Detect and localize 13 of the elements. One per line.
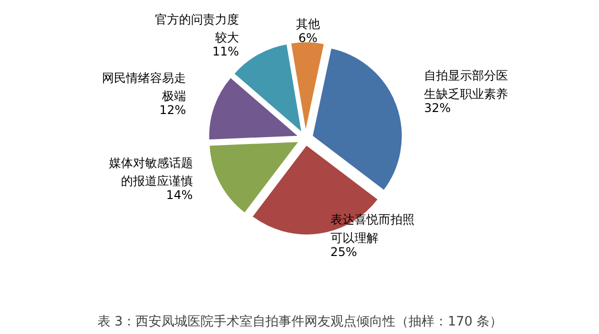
slice-label: 表达喜悦而拍照可以理解 bbox=[330, 212, 414, 245]
data-label: 14% bbox=[166, 188, 193, 202]
data-label: 11% bbox=[212, 44, 240, 59]
slice-label: 其他 bbox=[296, 16, 320, 31]
data-label: 25% bbox=[330, 244, 358, 259]
data-label: 6% bbox=[298, 30, 318, 45]
slice-label: 媒体对敏感话题的报道应谨慎 bbox=[108, 156, 193, 188]
slice-label: 自拍显示部分医生缺乏职业素养 bbox=[424, 68, 508, 101]
data-label: 32% bbox=[424, 100, 451, 115]
text: 表 3：西安凤城医院手术室自拍事件网友观点倾向性（抽样：170 条） bbox=[97, 314, 503, 330]
slice-label: 网民情绪容易走极端 bbox=[102, 70, 186, 104]
data-label: 12% bbox=[159, 103, 186, 118]
slice-label: 官方的问责力度较大 bbox=[155, 12, 240, 45]
